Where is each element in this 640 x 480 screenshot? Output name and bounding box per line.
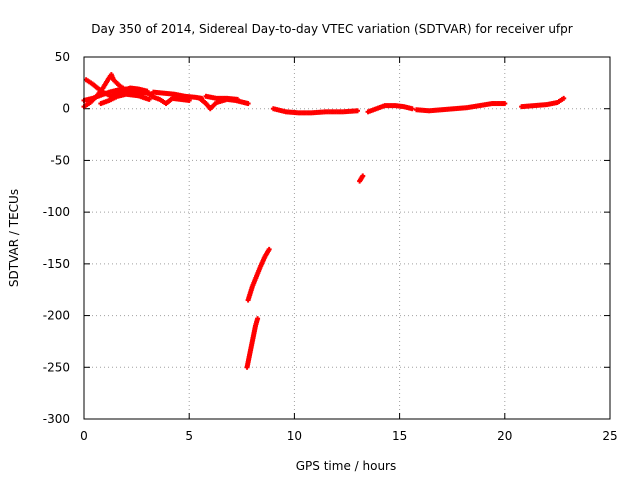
y-tick-label: -200 (43, 309, 70, 323)
plot-frame (83, 56, 611, 420)
y-tick-label: -100 (43, 205, 70, 219)
data-point (561, 95, 567, 101)
data-point (245, 101, 251, 107)
data-point (140, 93, 146, 99)
data-point (235, 96, 241, 102)
y-tick-label: -300 (43, 412, 70, 426)
x-tick-labels: 0 5 10 15 20 25 (80, 429, 617, 443)
data-point (355, 108, 361, 114)
x-tick-label: 0 (80, 429, 88, 443)
x-tick-label: 20 (497, 429, 512, 443)
x-tick-label: 10 (287, 429, 302, 443)
data-series-sdtvar (81, 72, 567, 370)
x-tick-label: 5 (185, 429, 193, 443)
data-point (409, 106, 415, 112)
x-tick-label: 25 (602, 429, 617, 443)
data-point (360, 173, 366, 179)
data-point (502, 101, 508, 107)
y-tick-label: 0 (62, 102, 70, 116)
y-tick-labels: -300 -250 -200 -150 -100 -50 0 50 (43, 50, 70, 426)
y-tick-label: 50 (55, 50, 70, 64)
y-tick-label: -50 (50, 153, 70, 167)
y-tick-label: -250 (43, 360, 70, 374)
y-axis-label: SDTVAR / TECUs (7, 189, 21, 287)
data-point (266, 246, 272, 252)
chart-title: Day 350 of 2014, Sidereal Day-to-day VTE… (91, 22, 572, 36)
x-tick-label: 15 (392, 429, 407, 443)
grid-lines (84, 57, 610, 419)
data-point (255, 316, 261, 322)
x-axis-label: GPS time / hours (296, 459, 397, 473)
data-point (146, 96, 152, 102)
y-tick-label: -150 (43, 257, 70, 271)
data-point (186, 97, 192, 103)
